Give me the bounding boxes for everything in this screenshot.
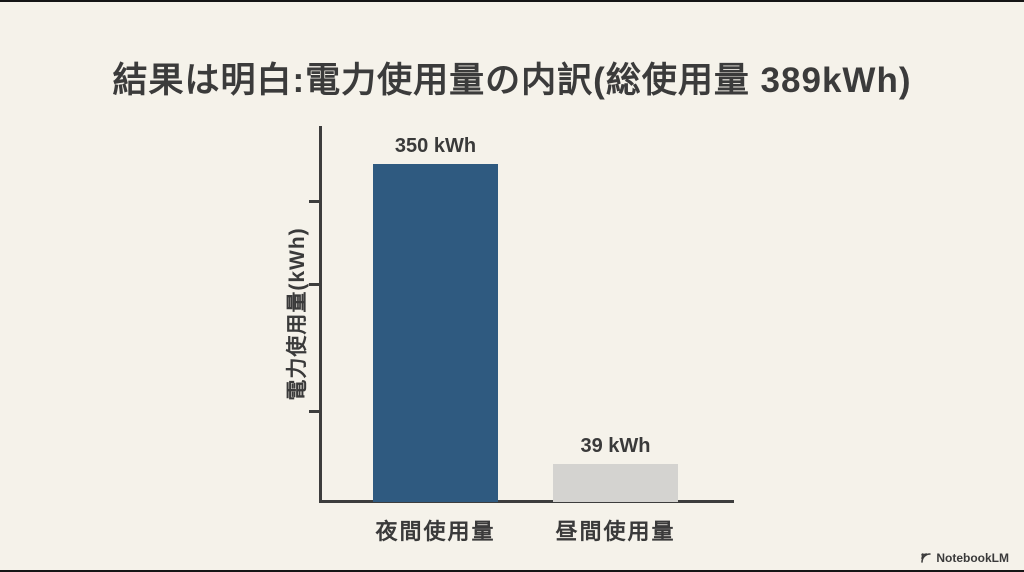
x-category-label: 昼間使用量 <box>555 519 676 544</box>
bar-plot-area: 350 kWh 夜間使用量 39 kWh 昼間使用量 <box>320 126 733 544</box>
letterbox-bottom <box>0 570 1024 572</box>
watermark: NotebookLM <box>920 551 1009 565</box>
bar-group-1: 350 kWh 夜間使用量 <box>373 126 498 544</box>
y-axis-tick <box>309 283 320 286</box>
x-category-label: 夜間使用量 <box>375 519 496 544</box>
x-axis-line <box>319 500 734 503</box>
notebooklm-logo-icon <box>920 552 932 564</box>
bar-value-label: 350 kWh <box>394 135 477 157</box>
bar-value-label: 39 kWh <box>580 435 651 457</box>
y-axis-label: 電力使用量(kWh) <box>286 227 309 401</box>
y-axis-tick <box>309 410 320 413</box>
page-title: 結果は明白:電力使用量の内訳(総使用量 389kWh) <box>112 61 912 100</box>
watermark-label: NotebookLM <box>936 551 1009 565</box>
y-axis-tick <box>309 200 320 203</box>
y-axis-line <box>319 126 322 503</box>
letterbox-top <box>0 0 1024 2</box>
bar-group-2: 39 kWh 昼間使用量 <box>553 126 678 544</box>
bar-1 <box>373 164 498 502</box>
bar-2 <box>553 464 678 502</box>
